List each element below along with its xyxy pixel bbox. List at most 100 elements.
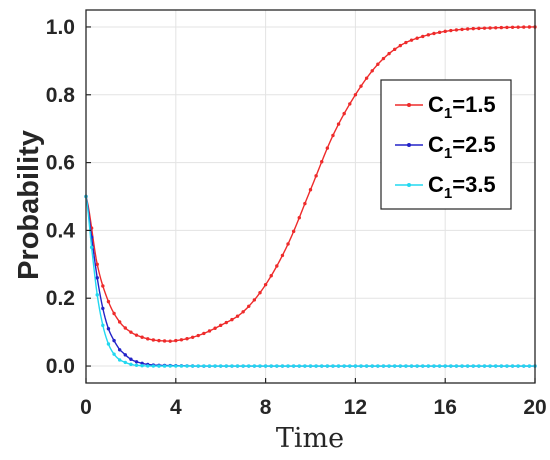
series-point (146, 364, 150, 368)
series-point (275, 264, 279, 268)
series-point (196, 364, 200, 368)
legend-item: C1=1.5 (395, 92, 496, 122)
series-point (499, 25, 504, 30)
series-point (432, 31, 436, 36)
series-point (499, 364, 504, 368)
legend-item: C1=2.5 (395, 132, 496, 162)
series-point (359, 84, 363, 88)
series-point (320, 160, 324, 164)
series-point (359, 364, 363, 368)
y-axis-label: Probability (13, 130, 45, 280)
series-point (89, 245, 94, 250)
series-point (510, 25, 515, 29)
series-point (415, 36, 419, 40)
x-tick-label: 20 (523, 396, 546, 419)
series-point (258, 291, 262, 295)
series-point (336, 364, 341, 368)
series-point (286, 364, 290, 368)
series-point (482, 26, 487, 30)
series-layer (84, 25, 537, 368)
series-point (106, 299, 111, 304)
series-point (392, 47, 397, 52)
series-point (112, 338, 116, 343)
series-point (123, 360, 127, 365)
series-point (129, 357, 133, 361)
series-point (280, 364, 285, 368)
axis-ticks: 0 4 8 12 16 20 0.0 0.2 0.4 0.6 0.8 1.0 (46, 16, 547, 419)
series-point (179, 338, 184, 342)
series-point (364, 76, 369, 80)
y-tick-label: 1.0 (46, 16, 75, 39)
legend-label: C1=1.5 (428, 92, 496, 122)
series-point (95, 262, 99, 267)
series-point (202, 364, 206, 368)
series-point (432, 364, 436, 368)
series-point (421, 34, 425, 39)
x-tick-label: 16 (434, 396, 457, 419)
series-point (353, 93, 358, 97)
series-point (381, 56, 386, 61)
series-point (168, 339, 172, 343)
series-point (437, 30, 442, 35)
series-point (101, 284, 105, 288)
series-point (219, 364, 223, 368)
series-point (477, 26, 481, 31)
series-point (494, 26, 498, 30)
series-point (409, 364, 414, 368)
series-point (303, 201, 307, 206)
series-point (465, 364, 470, 368)
series-point (263, 364, 268, 368)
series-point (291, 229, 296, 234)
series-point (331, 133, 335, 138)
series-point (516, 364, 520, 368)
series-point (235, 314, 240, 318)
series-point (112, 352, 116, 356)
series-point (207, 364, 212, 368)
y-tick-label: 0.8 (46, 84, 76, 107)
series-point (376, 62, 380, 66)
series-point (460, 364, 464, 368)
series-point (235, 364, 240, 368)
series-point (387, 364, 391, 368)
series-point (482, 364, 487, 368)
series-point (117, 320, 122, 324)
series-point (370, 69, 374, 73)
series-point (269, 364, 273, 368)
x-axis-label: Time (276, 423, 344, 454)
series-point (454, 28, 459, 32)
series-point (275, 364, 279, 368)
series-point (404, 364, 408, 368)
series-point (505, 25, 509, 30)
series-point (280, 253, 285, 258)
series-point (112, 311, 116, 316)
series-point (151, 338, 156, 342)
series-point (477, 364, 481, 368)
series-point (325, 146, 330, 150)
series-point (387, 51, 391, 56)
series-point (230, 317, 234, 322)
series-point (224, 364, 229, 368)
series-point (213, 326, 217, 330)
series-point (123, 353, 127, 357)
series-point (117, 358, 122, 362)
series-point (370, 364, 374, 368)
legend-item: C1=3.5 (395, 172, 496, 202)
series-point (303, 364, 307, 368)
legend-swatch-marker (407, 143, 411, 147)
series-point (129, 330, 133, 334)
series-point (101, 323, 105, 328)
series-point (263, 282, 268, 287)
series-point (342, 364, 346, 368)
series-point (325, 364, 330, 368)
series-point (101, 306, 105, 311)
series-point (134, 363, 139, 367)
series-point (392, 364, 397, 368)
series-point (134, 360, 139, 364)
series-point (437, 364, 442, 368)
series-point (140, 335, 144, 339)
series-point (140, 361, 144, 366)
series-point (488, 26, 492, 30)
legend: C1=1.5 C1=2.5 C1=3.5 (380, 79, 512, 210)
x-tick-label: 12 (344, 396, 367, 419)
